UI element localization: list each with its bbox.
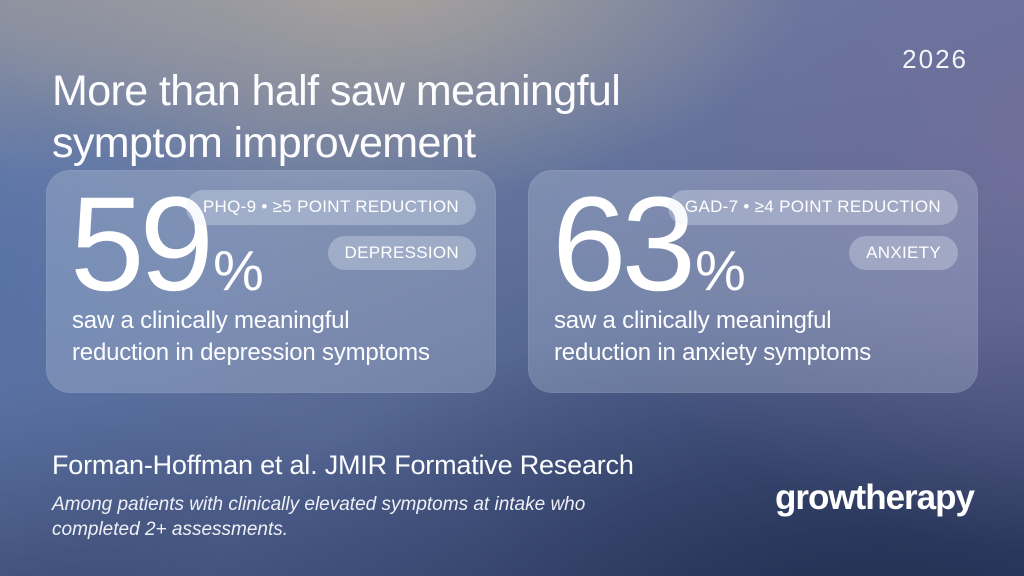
growtherapy-logo: growtherapy	[774, 478, 975, 517]
depression-badges: PHQ-9 • ≥5 POINT REDUCTION DEPRESSION	[185, 190, 476, 271]
anxiety-stat-value: 63%	[552, 178, 746, 312]
stat-card-anxiety: 63% GAD-7 • ≥4 POINT REDUCTION ANXIETY s…	[528, 170, 978, 393]
depression-description-line1: saw a clinically meaningful	[72, 307, 350, 335]
anxiety-description-line2: reduction in anxiety symptoms	[554, 339, 872, 367]
measure-badge-gad7: GAD-7 • ≥4 POINT REDUCTION	[667, 190, 958, 225]
depression-description-line2: reduction in depression symptoms	[72, 339, 430, 367]
footnote-line1: Among patients with clinically elevated …	[52, 494, 586, 515]
page-title-line2: symptom improvement	[52, 118, 476, 167]
anxiety-description: saw a clinically meaningful reduction in…	[554, 305, 871, 369]
anxiety-percent-sign: %	[695, 239, 746, 303]
page-title-line1: More than half saw meaningful	[52, 66, 621, 115]
anxiety-description-line1: saw a clinically meaningful	[554, 307, 832, 335]
year-label: 2026	[902, 44, 968, 74]
condition-badge-depression: DEPRESSION	[327, 235, 476, 271]
stat-card-depression: 59% PHQ-9 • ≥5 POINT REDUCTION DEPRESSIO…	[46, 170, 496, 393]
measure-badge-phq9: PHQ-9 • ≥5 POINT REDUCTION	[185, 190, 476, 225]
condition-badge-anxiety: ANXIETY	[849, 235, 958, 271]
depression-stat-number: 59	[70, 170, 214, 319]
citation-source: Forman-Hoffman et al. JMIR Formative Res…	[52, 450, 634, 480]
footnote: Among patients with clinically elevated …	[52, 492, 585, 542]
footnote-line2: completed 2+ assessments.	[52, 519, 289, 541]
page-title: More than half saw meaningful symptom im…	[52, 65, 621, 169]
stat-cards: 59% PHQ-9 • ≥5 POINT REDUCTION DEPRESSIO…	[46, 170, 978, 393]
anxiety-stat-number: 63	[552, 170, 696, 319]
depression-stat-value: 59%	[70, 178, 264, 312]
depression-percent-sign: %	[213, 239, 264, 303]
depression-description: saw a clinically meaningful reduction in…	[72, 305, 430, 369]
anxiety-badges: GAD-7 • ≥4 POINT REDUCTION ANXIETY	[667, 190, 958, 271]
